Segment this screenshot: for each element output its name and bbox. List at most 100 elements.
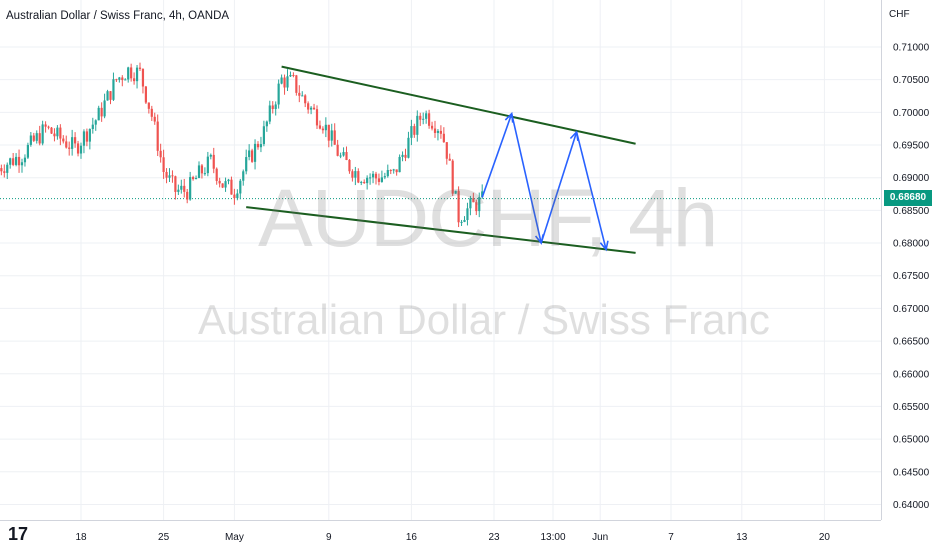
tradingview-logo[interactable]: 17 bbox=[8, 524, 29, 544]
candle-body bbox=[23, 157, 27, 163]
candle-body bbox=[38, 133, 41, 144]
y-tick-label: 0.67500 bbox=[893, 271, 930, 282]
candle-body bbox=[162, 157, 165, 172]
candle-body bbox=[47, 126, 50, 128]
candle-body bbox=[404, 154, 407, 158]
candle-body bbox=[439, 130, 442, 134]
candle-body bbox=[386, 170, 389, 177]
candle-body bbox=[112, 79, 115, 100]
candle-body bbox=[457, 190, 460, 223]
candle-body bbox=[262, 126, 265, 145]
candle-body bbox=[392, 169, 395, 171]
candle-body bbox=[171, 175, 174, 177]
candle-body bbox=[377, 178, 381, 182]
candle-body bbox=[127, 67, 130, 80]
candle-body bbox=[17, 156, 21, 166]
chart-title: Australian Dollar / Swiss Franc, 4h, OAN… bbox=[6, 10, 230, 22]
candle-body bbox=[478, 197, 481, 212]
symbol-watermark: AUDCHF, 4h bbox=[258, 173, 718, 264]
candle-body bbox=[312, 107, 316, 110]
candle-body bbox=[189, 177, 192, 200]
candle-body bbox=[59, 127, 62, 139]
candle-body bbox=[395, 169, 398, 173]
candle-body bbox=[239, 180, 242, 194]
candle-body bbox=[124, 79, 127, 81]
candlestick-series bbox=[0, 62, 484, 228]
candle-body bbox=[472, 198, 475, 203]
candle-body bbox=[366, 177, 369, 184]
candle-body bbox=[118, 77, 121, 80]
candle-body bbox=[159, 150, 162, 158]
x-tick-label: 7 bbox=[668, 532, 674, 543]
candle-body bbox=[56, 127, 59, 137]
candle-body bbox=[307, 103, 310, 110]
candle-body bbox=[256, 143, 260, 148]
candle-body bbox=[363, 181, 366, 184]
candle-body bbox=[197, 165, 201, 178]
candle-body bbox=[442, 133, 445, 143]
candle-body bbox=[304, 95, 307, 104]
y-tick-label: 0.70500 bbox=[893, 75, 930, 86]
candle-body bbox=[130, 67, 133, 79]
candle-body bbox=[357, 171, 360, 183]
candle-body bbox=[289, 74, 292, 77]
y-tick-label: 0.69000 bbox=[893, 173, 930, 184]
candle-body bbox=[295, 75, 298, 93]
candle-body bbox=[259, 144, 263, 148]
candle-body bbox=[274, 104, 277, 110]
candle-body bbox=[88, 129, 91, 142]
trendline-lower bbox=[246, 206, 636, 254]
candle-body bbox=[422, 118, 425, 120]
candle-body bbox=[401, 154, 404, 157]
name-watermark: Australian Dollar / Swiss Franc bbox=[198, 296, 770, 343]
candle-body bbox=[310, 107, 313, 110]
candle-body bbox=[3, 171, 6, 173]
candle-body bbox=[410, 126, 413, 138]
candle-body bbox=[265, 121, 268, 127]
candle-body bbox=[425, 113, 428, 119]
candle-body bbox=[29, 135, 32, 145]
candle-body bbox=[398, 156, 401, 173]
candle-body bbox=[283, 77, 286, 88]
candle-body bbox=[416, 115, 419, 135]
projection-segment bbox=[540, 131, 578, 244]
candle-body bbox=[463, 219, 466, 222]
candle-body bbox=[215, 168, 218, 181]
candle-body bbox=[248, 150, 251, 158]
candle-body bbox=[383, 176, 386, 178]
x-tick-label: Jun bbox=[592, 532, 608, 543]
candle-body bbox=[156, 121, 159, 151]
candle-body bbox=[345, 152, 348, 160]
candle-body bbox=[321, 128, 324, 131]
y-tick-label: 0.68000 bbox=[893, 239, 930, 250]
candle-body bbox=[106, 91, 109, 101]
candle-body bbox=[206, 156, 209, 174]
y-tick-label: 0.64000 bbox=[893, 500, 930, 511]
candle-body bbox=[245, 157, 248, 172]
candle-body bbox=[212, 154, 215, 169]
candle-body bbox=[186, 191, 189, 200]
candle-body bbox=[115, 79, 118, 81]
candle-body bbox=[413, 126, 416, 135]
candle-body bbox=[469, 198, 472, 209]
candle-body bbox=[121, 77, 124, 81]
candle-body bbox=[360, 181, 363, 183]
x-tick-label: 13:00 bbox=[540, 532, 565, 543]
candle-body bbox=[324, 124, 327, 131]
candle-body bbox=[333, 130, 336, 145]
candle-body bbox=[268, 105, 271, 122]
candle-body bbox=[53, 133, 56, 137]
candle-body bbox=[150, 108, 153, 117]
projection-segment bbox=[481, 113, 513, 198]
candle-body bbox=[200, 165, 204, 174]
candle-body bbox=[339, 155, 342, 157]
candle-body bbox=[251, 150, 254, 162]
candle-body bbox=[253, 143, 257, 162]
candle-body bbox=[298, 92, 301, 96]
candle-body bbox=[15, 156, 18, 165]
candle-body bbox=[374, 173, 378, 179]
candle-body bbox=[103, 100, 106, 117]
y-tick-label: 0.66000 bbox=[893, 369, 930, 380]
